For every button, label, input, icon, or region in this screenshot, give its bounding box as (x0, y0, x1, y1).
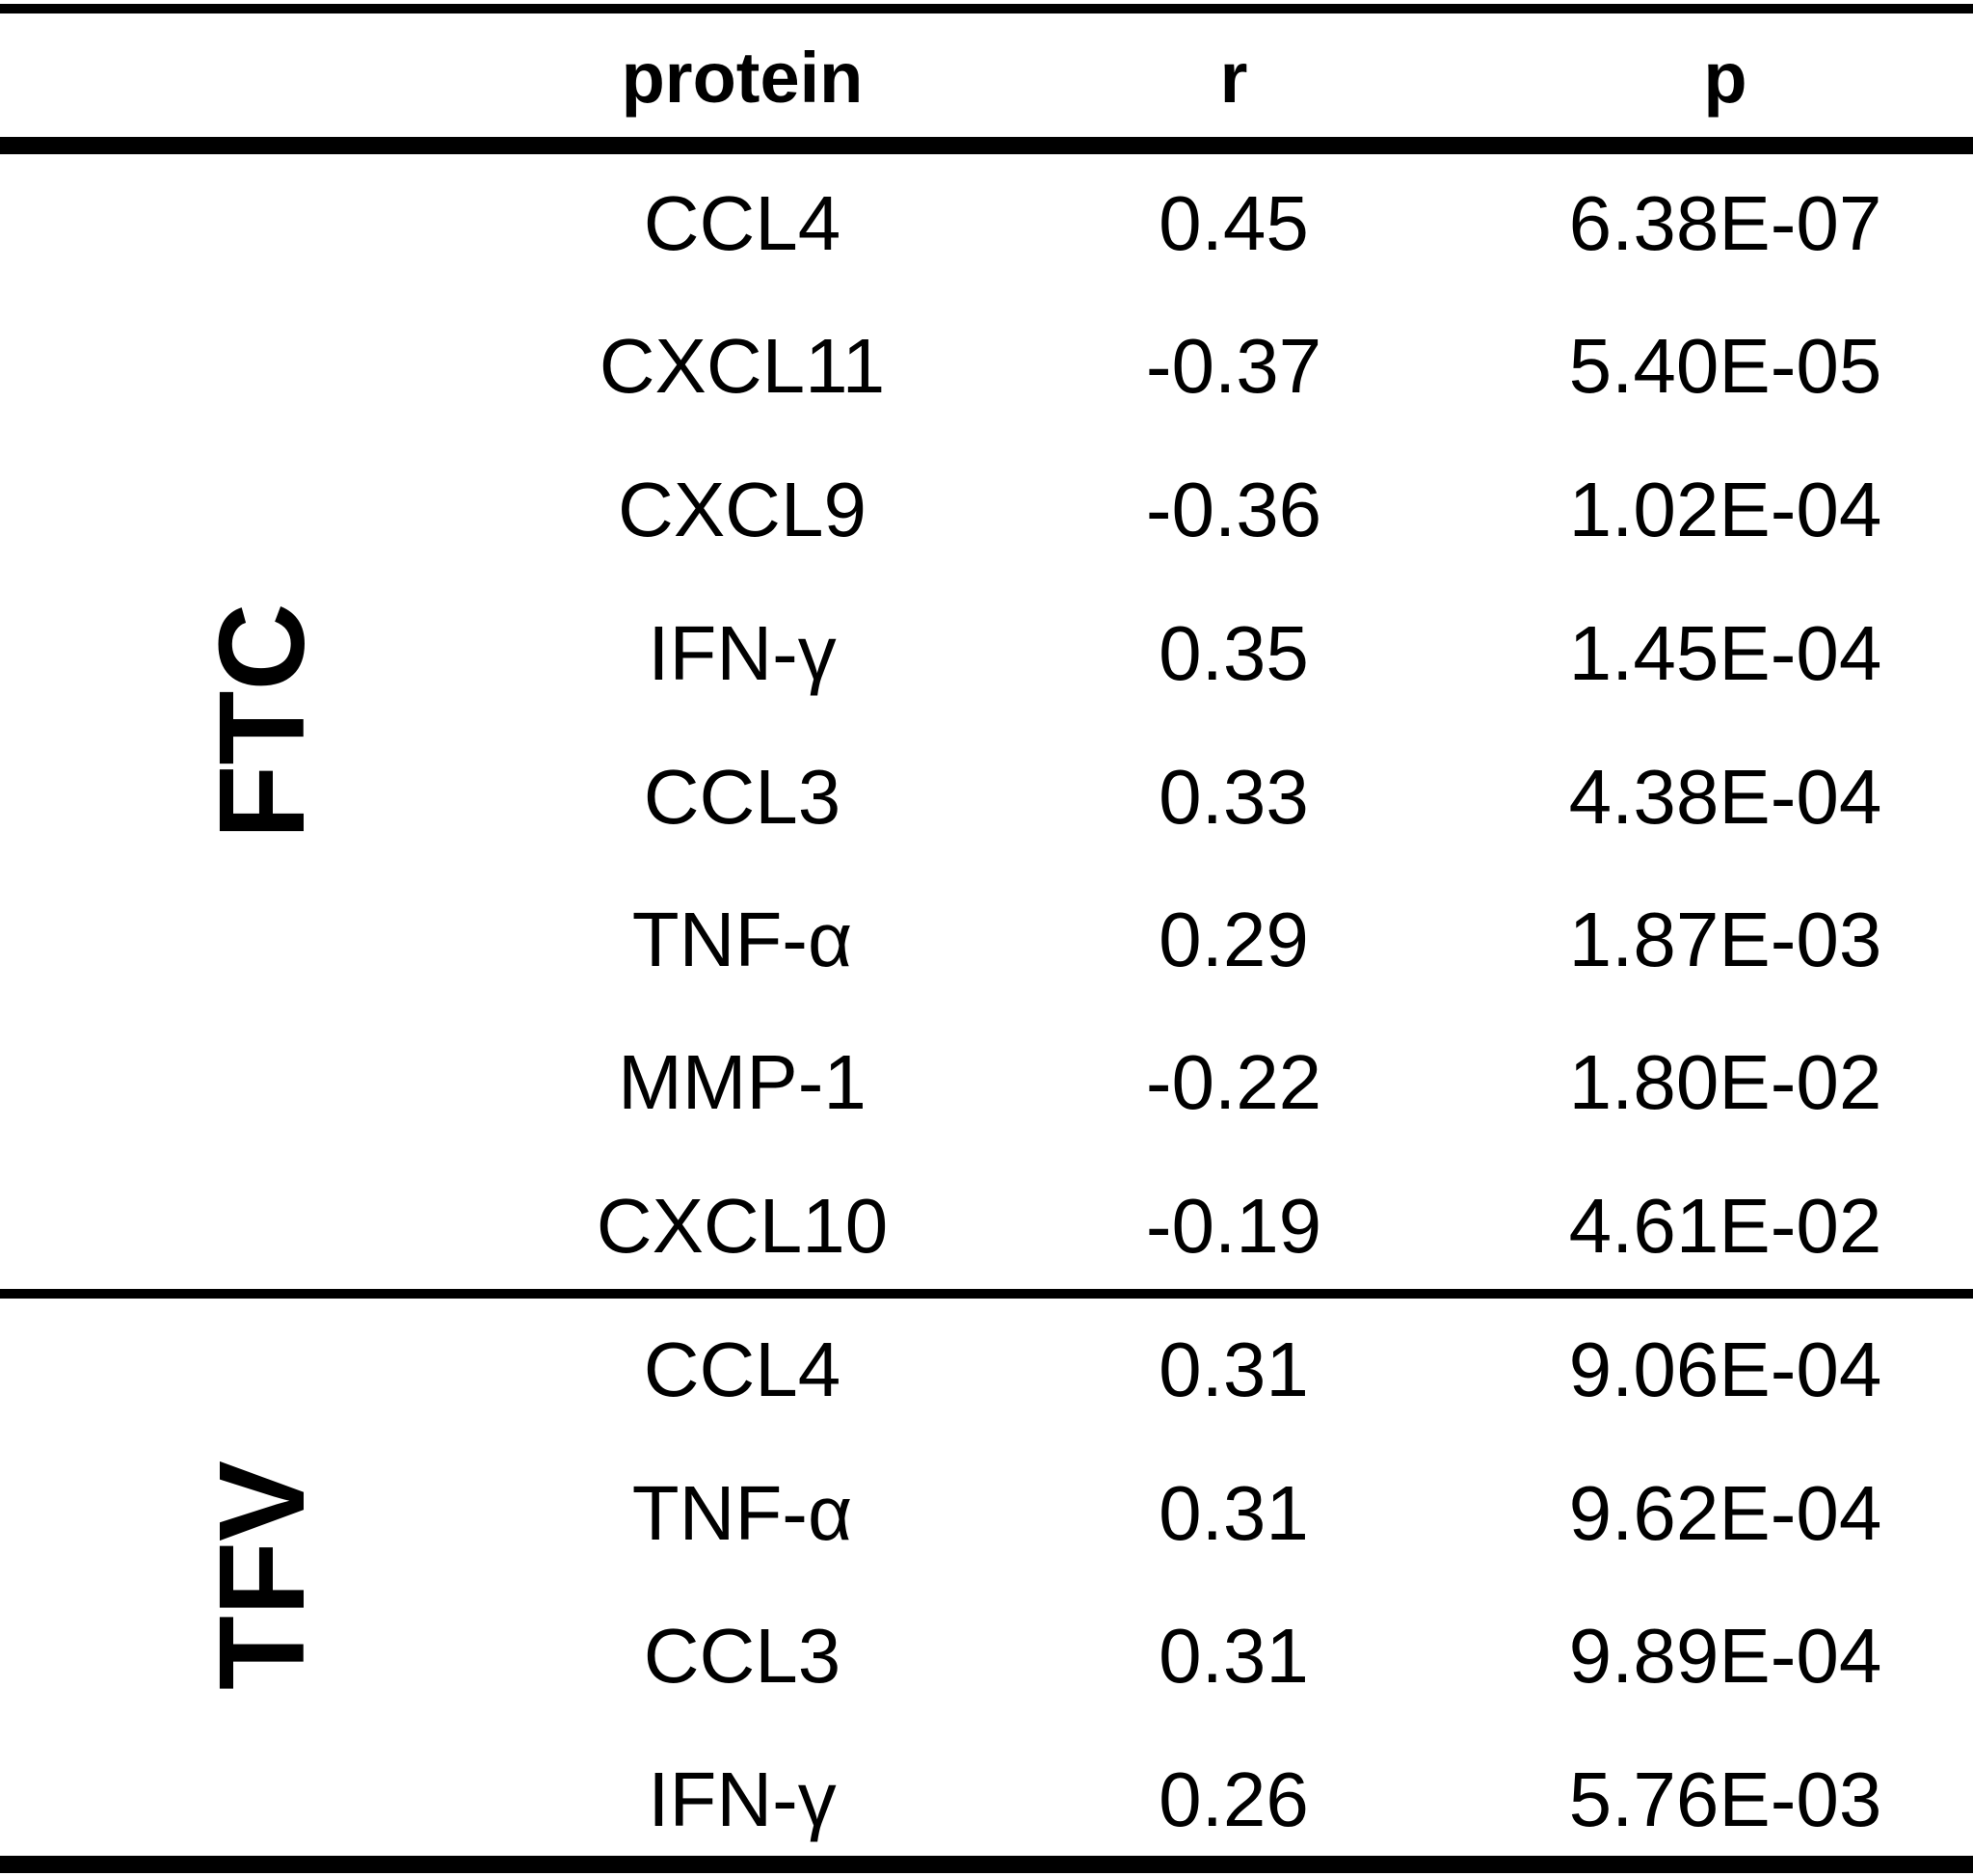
cell-r: 0.29 (1159, 897, 1309, 982)
cell-r: -0.22 (1145, 1039, 1322, 1125)
cell-protein: MMP-1 (618, 1039, 867, 1125)
cell-protein: CXCL9 (618, 467, 867, 552)
cell-p: 1.80E-02 (1568, 1039, 1882, 1125)
cell-protein: CCL4 (643, 180, 841, 266)
cell-p: 9.89E-04 (1568, 1613, 1882, 1699)
cell-p: 9.62E-04 (1568, 1470, 1882, 1556)
cell-p: 1.87E-03 (1568, 897, 1882, 982)
cell-protein: TNF-α (631, 897, 853, 982)
cell-p: 1.02E-04 (1568, 467, 1882, 552)
table-top-rule (0, 4, 1973, 13)
cell-p: 5.76E-03 (1568, 1756, 1882, 1842)
cell-r: 0.35 (1159, 610, 1309, 696)
cell-protein: CCL3 (643, 754, 841, 840)
column-header-r: r (1219, 38, 1248, 118)
group-separator-rule (0, 1289, 1973, 1299)
cell-r: 0.31 (1159, 1470, 1309, 1556)
cell-p: 9.06E-04 (1568, 1327, 1882, 1412)
cell-protein: IFN-γ (648, 1756, 837, 1842)
cell-protein: CCL4 (643, 1327, 841, 1412)
cell-r: -0.19 (1145, 1183, 1322, 1269)
cell-protein: CXCL10 (596, 1183, 889, 1269)
cell-protein: CCL3 (643, 1613, 841, 1699)
cell-r: -0.37 (1145, 323, 1322, 409)
cell-p: 4.61E-02 (1568, 1183, 1882, 1269)
cell-protein: IFN-γ (648, 610, 837, 696)
group-label-ftc: FTC (194, 603, 330, 840)
table-bottom-rule (0, 1856, 1973, 1873)
group-label-tfv: TFV (194, 1461, 330, 1690)
cell-p: 1.45E-04 (1568, 610, 1882, 696)
cell-protein: TNF-α (631, 1470, 853, 1556)
column-header-protein: protein (621, 38, 864, 118)
cell-protein: CXCL11 (599, 323, 886, 409)
cell-r: 0.26 (1159, 1756, 1309, 1842)
cell-r: 0.33 (1159, 754, 1309, 840)
cell-p: 6.38E-07 (1568, 180, 1882, 266)
cell-r: 0.45 (1159, 180, 1309, 266)
header-rule (0, 137, 1973, 154)
cell-r: 0.31 (1159, 1613, 1309, 1699)
cell-r: 0.31 (1159, 1327, 1309, 1412)
cell-p: 5.40E-05 (1568, 323, 1882, 409)
cell-p: 4.38E-04 (1568, 754, 1882, 840)
column-header-p: p (1703, 38, 1747, 118)
cell-r: -0.36 (1145, 467, 1322, 552)
